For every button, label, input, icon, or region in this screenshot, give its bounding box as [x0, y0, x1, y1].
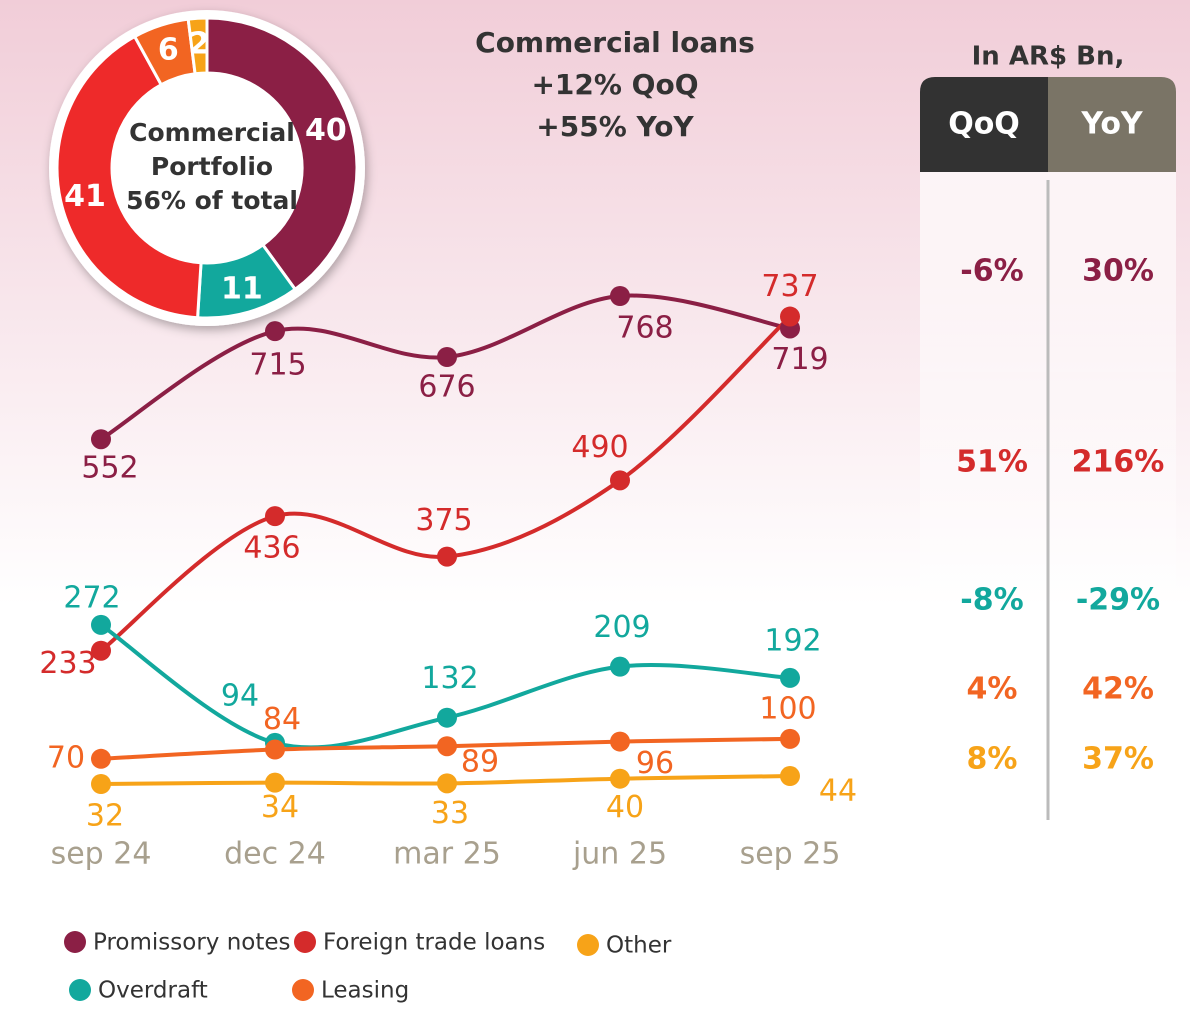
data-label: 676 — [418, 370, 475, 405]
x-tick-label: sep 24 — [51, 837, 152, 872]
chart-title: Commercial loans — [475, 26, 755, 59]
data-point — [610, 286, 630, 306]
data-label: 436 — [243, 531, 300, 566]
data-point — [780, 306, 800, 327]
data-point — [780, 766, 800, 787]
table-cell: 37% — [1082, 742, 1154, 777]
table-cell: 8% — [967, 742, 1018, 777]
x-tick-label: mar 25 — [393, 837, 501, 872]
data-point — [265, 772, 285, 793]
slice-label: 41 — [64, 179, 106, 214]
data-point — [437, 773, 457, 794]
table-cell: -29% — [1076, 583, 1160, 618]
data-label: 33 — [431, 796, 469, 831]
data-point — [437, 546, 457, 567]
pie-center-text: Commercial — [129, 118, 295, 147]
pie-slice — [186, 16, 209, 76]
data-point — [91, 429, 111, 450]
column-header: QoQ — [948, 107, 1020, 142]
yoy-header-bg — [1048, 77, 1176, 172]
x-tick-label: sep 25 — [740, 837, 841, 872]
legend-marker — [64, 931, 86, 953]
table-cell: 42% — [1082, 672, 1154, 707]
legend-marker — [292, 979, 314, 1001]
data-label: 768 — [616, 311, 673, 346]
data-point — [91, 748, 111, 769]
data-point — [610, 731, 630, 752]
data-label: 272 — [63, 580, 120, 615]
data-label: 490 — [571, 430, 628, 465]
pie-slice — [205, 16, 359, 292]
table-cell: -6% — [960, 254, 1023, 289]
legend-marker — [577, 934, 599, 956]
qoq-header-bg — [920, 77, 1048, 172]
data-label: 132 — [421, 661, 478, 696]
data-label: 32 — [86, 799, 124, 834]
chart-subtitle: +12% QoQ — [531, 68, 698, 101]
slice-label: 2 — [189, 27, 210, 62]
data-label: 233 — [39, 646, 96, 681]
data-label: 737 — [761, 269, 818, 304]
data-label: 192 — [764, 623, 821, 658]
legend-marker — [69, 979, 91, 1001]
data-label: 96 — [636, 746, 674, 781]
data-point — [437, 347, 457, 367]
data-point — [437, 736, 457, 757]
data-point — [437, 707, 457, 728]
pie-center-text: 56% of total — [126, 186, 298, 215]
data-label: 89 — [461, 745, 499, 780]
legend-label: Promissory notes — [93, 930, 291, 956]
data-point — [780, 667, 800, 688]
data-point — [265, 739, 285, 760]
data-point — [610, 470, 630, 491]
data-point — [91, 640, 111, 661]
legend-marker — [294, 931, 316, 953]
table-cell: 4% — [967, 672, 1018, 707]
x-tick-label: jun 25 — [572, 837, 667, 872]
data-label: 715 — [249, 348, 306, 383]
data-label: 94 — [221, 678, 259, 713]
data-label: 44 — [819, 774, 857, 809]
data-label: 84 — [263, 702, 301, 737]
pie-slice — [55, 34, 203, 320]
data-point — [91, 774, 111, 794]
data-label: 552 — [81, 451, 138, 486]
data-point — [780, 728, 800, 749]
table-cell: 30% — [1082, 254, 1154, 289]
legend-label: Overdraft — [98, 978, 208, 1004]
legend-label: Leasing — [321, 978, 409, 1004]
data-point — [610, 768, 630, 789]
slice-label: 40 — [305, 113, 347, 148]
data-label: 209 — [593, 610, 650, 645]
data-label: 375 — [415, 503, 472, 538]
legend-label: Foreign trade loans — [323, 930, 545, 956]
data-label: 719 — [771, 342, 828, 377]
table-cell: 216% — [1072, 445, 1165, 480]
data-point — [91, 614, 111, 635]
data-label: 70 — [47, 740, 85, 775]
column-header: YoY — [1080, 107, 1144, 142]
data-point — [265, 506, 285, 527]
table-header: In AR$ Bn, — [972, 42, 1125, 72]
pie-center-text: Portfolio — [151, 152, 273, 181]
data-label: 40 — [606, 790, 644, 825]
data-label: 100 — [759, 691, 816, 726]
data-point — [265, 321, 285, 342]
data-point — [610, 656, 630, 677]
slice-label: 11 — [221, 272, 263, 307]
data-label: 34 — [261, 790, 299, 825]
chart-subtitle: +55% YoY — [536, 110, 694, 143]
legend-label: Other — [606, 933, 672, 959]
slice-label: 6 — [158, 33, 179, 68]
table-cell: 51% — [956, 445, 1028, 480]
table-cell: -8% — [960, 583, 1023, 618]
x-tick-label: dec 24 — [224, 837, 326, 872]
